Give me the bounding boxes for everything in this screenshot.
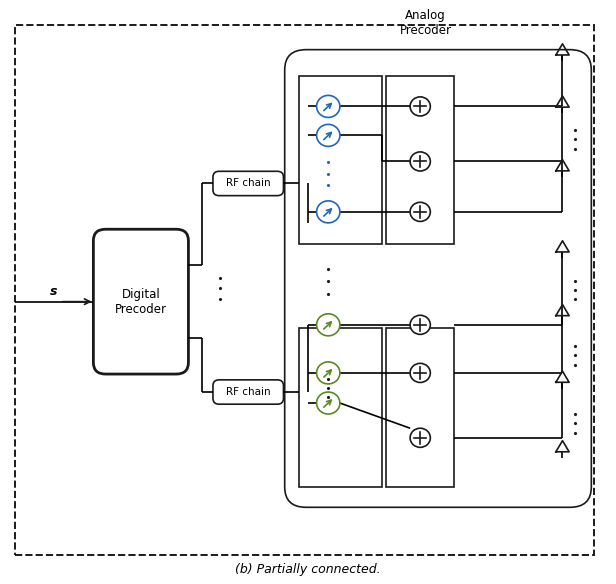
FancyBboxPatch shape — [213, 380, 283, 404]
Text: Digital
Precoder: Digital Precoder — [115, 288, 167, 315]
Circle shape — [410, 363, 431, 383]
Circle shape — [317, 314, 340, 336]
Circle shape — [410, 315, 431, 335]
Circle shape — [410, 202, 431, 221]
Bar — [386, 328, 454, 487]
FancyBboxPatch shape — [285, 50, 591, 507]
Circle shape — [410, 428, 431, 447]
FancyBboxPatch shape — [213, 171, 283, 196]
Bar — [299, 76, 381, 244]
Circle shape — [317, 362, 340, 384]
FancyBboxPatch shape — [94, 230, 188, 374]
Text: Analog
Precoder: Analog Precoder — [400, 9, 452, 37]
Bar — [386, 76, 454, 244]
Circle shape — [317, 124, 340, 147]
Bar — [299, 328, 381, 487]
Text: s: s — [50, 284, 57, 298]
Circle shape — [317, 392, 340, 414]
Circle shape — [317, 201, 340, 223]
Text: RF chain: RF chain — [226, 179, 270, 189]
Text: (b) Partially connected.: (b) Partially connected. — [235, 564, 381, 576]
Circle shape — [410, 152, 431, 171]
Circle shape — [317, 95, 340, 117]
Text: RF chain: RF chain — [226, 387, 270, 397]
Circle shape — [410, 97, 431, 116]
